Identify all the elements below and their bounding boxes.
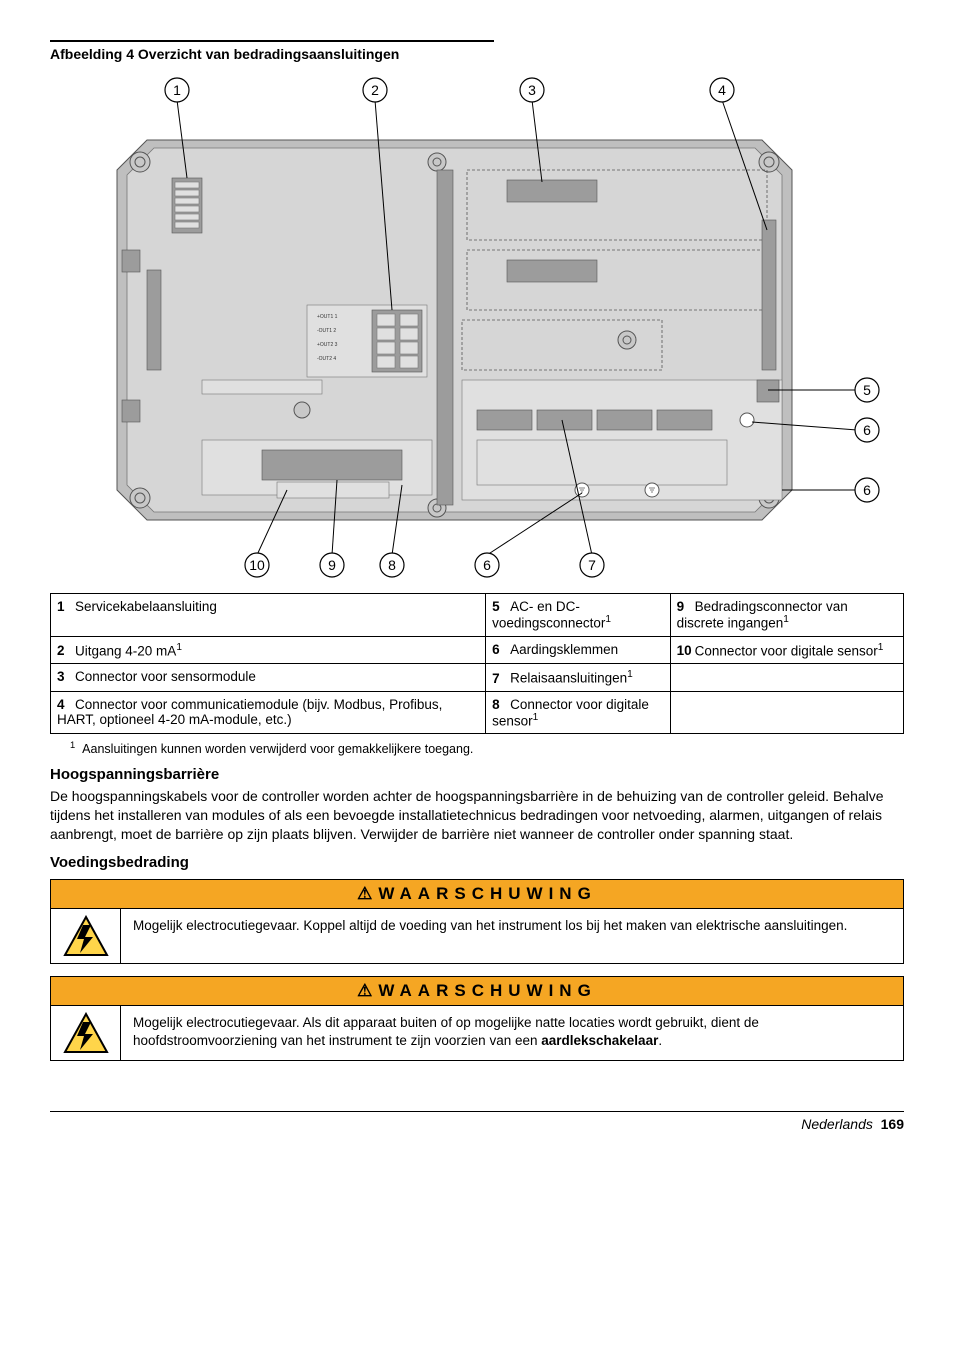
electrocution-icon [51, 1006, 121, 1060]
legend-table: 1Servicekabelaansluiting5AC- en DC-voedi… [50, 593, 904, 734]
svg-text:2: 2 [371, 82, 379, 98]
legend-cell: 9Bedradingsconnector van discrete ingang… [670, 594, 903, 637]
legend-cell: 2Uitgang 4-20 mA1 [51, 636, 486, 664]
footnote: 1 Aansluitingen kunnen worden verwijderd… [70, 740, 904, 756]
legend-cell: 7Relaisaansluitingen1 [486, 664, 671, 692]
section-voeding-title: Voedingsbedrading [50, 854, 904, 871]
svg-text:1: 1 [173, 82, 181, 98]
legend-cell: 8Connector voor digitale sensor1 [486, 691, 671, 734]
svg-text:8: 8 [388, 557, 396, 573]
legend-cell: 3Connector voor sensormodule [51, 664, 486, 692]
svg-text:10: 10 [249, 557, 265, 573]
wiring-diagram: +OUT1 1 -OUT1 2 +OUT2 3 -OUT2 4 [50, 70, 904, 583]
section-hoogspanning-title: Hoogspanningsbarrière [50, 766, 904, 783]
warning-text-1: Mogelijk electrocutiegevaar. Koppel alti… [121, 909, 903, 963]
svg-text:6: 6 [863, 422, 871, 438]
legend-cell: 10Connector voor digitale sensor1 [670, 636, 903, 664]
warning-header: ⚠WAARSCHUWING [51, 880, 903, 909]
svg-text:7: 7 [588, 557, 596, 573]
callout-6r2: 6 [782, 478, 879, 502]
warning-box-2: ⚠WAARSCHUWING Mogelijk electrocutiegevaa… [50, 976, 904, 1061]
svg-text:-OUT2 4: -OUT2 4 [317, 356, 336, 362]
svg-text:6: 6 [483, 557, 491, 573]
svg-text:5: 5 [863, 382, 871, 398]
legend-cell: 4Connector voor communicatiemodule (bijv… [51, 691, 486, 734]
legend-cell: 5AC- en DC-voedingsconnector1 [486, 594, 671, 637]
svg-text:3: 3 [528, 82, 536, 98]
svg-text:-OUT1 2: -OUT1 2 [317, 328, 336, 334]
legend-cell [670, 691, 903, 734]
legend-cell [670, 664, 903, 692]
legend-cell: 1Servicekabelaansluiting [51, 594, 486, 637]
warning-box-1: ⚠WAARSCHUWING Mogelijk electrocutiegevaa… [50, 879, 904, 964]
warning-header: ⚠WAARSCHUWING [51, 977, 903, 1006]
warning-text-2: Mogelijk electrocutiegevaar. Als dit app… [121, 1006, 903, 1060]
legend-cell: 6Aardingsklemmen [486, 636, 671, 664]
svg-text:+OUT1 1: +OUT1 1 [317, 314, 338, 320]
section-hoogspanning-body: De hoogspanningskabels voor de controlle… [50, 787, 904, 844]
svg-text:+OUT2 3: +OUT2 3 [317, 342, 338, 348]
page-footer: Nederlands 169 [50, 1111, 904, 1132]
figure-caption: Afbeelding 4 Overzicht van bedradingsaan… [50, 40, 494, 62]
electrocution-icon [51, 909, 121, 963]
svg-text:9: 9 [328, 557, 336, 573]
svg-text:4: 4 [718, 82, 726, 98]
svg-text:6: 6 [863, 482, 871, 498]
